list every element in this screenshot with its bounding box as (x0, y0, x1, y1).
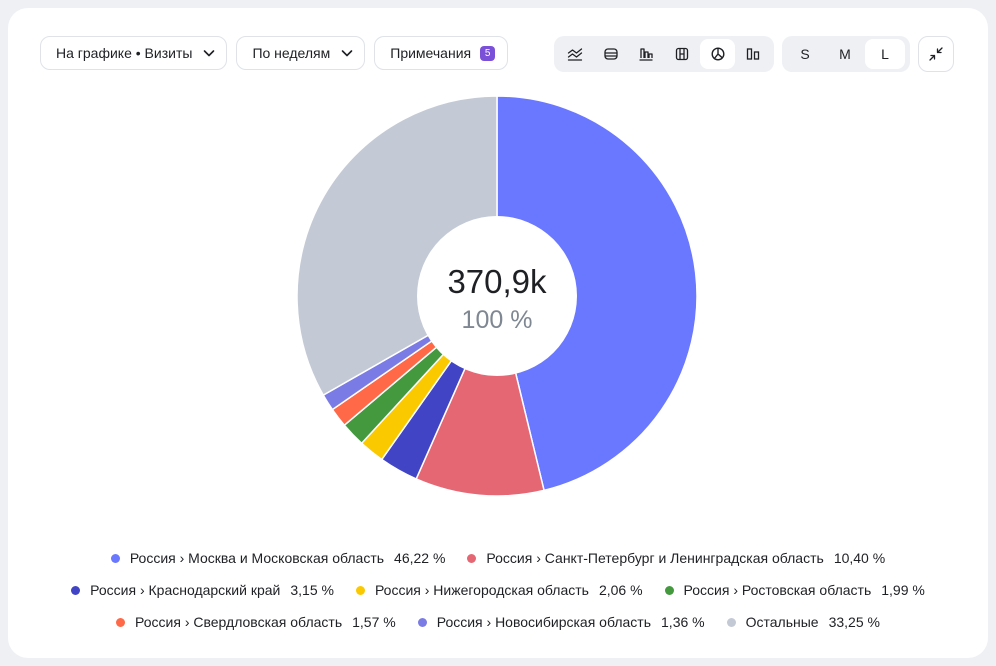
notes-button[interactable]: Примечания 5 (374, 36, 509, 70)
legend-item[interactable]: Россия › Новосибирская область 1,36 % (417, 614, 705, 630)
notes-count-badge: 5 (480, 45, 496, 61)
stacked-area-icon[interactable] (593, 39, 629, 69)
table-chart-icon[interactable] (664, 39, 700, 69)
metric-dropdown-label: На графике • Визиты (56, 45, 193, 61)
chart-legend: Россия › Москва и Московская область 46,… (8, 542, 988, 638)
collapse-button[interactable] (918, 36, 954, 72)
legend-item[interactable]: Россия › Краснодарский край 3,15 % (71, 582, 334, 598)
legend-label: Россия › Ростовская область (683, 582, 872, 598)
donut-hole (417, 216, 577, 376)
legend-value: 1,99 % (881, 582, 925, 598)
chevron-down-icon (204, 50, 215, 57)
legend-row: Россия › Свердловская область 1,57 % Рос… (8, 606, 988, 638)
donut-chart: 370,9k 100 % (296, 95, 698, 497)
legend-value: 2,06 % (598, 582, 643, 598)
metric-dropdown[interactable]: На графике • Визиты (40, 36, 228, 70)
line-chart-icon[interactable] (557, 39, 593, 69)
notes-button-label: Примечания (390, 45, 472, 61)
legend-dot (355, 585, 365, 595)
center-total-value: 370,9k (447, 263, 547, 300)
period-dropdown[interactable]: По неделям (236, 36, 366, 70)
pie-slice-1[interactable] (415, 293, 545, 497)
legend-value: 33,25 % (828, 614, 880, 630)
size-button-s[interactable]: S (800, 46, 810, 62)
size-button-m[interactable]: M (839, 46, 851, 62)
legend-label: Остальные (745, 614, 819, 630)
collapse-icon (929, 47, 943, 61)
legend-value: 46,22 % (394, 550, 446, 566)
legend-label: Россия › Новосибирская область (436, 614, 652, 630)
legend-dot (726, 617, 736, 627)
legend-dot (417, 617, 427, 627)
chart-toolbar: На графике • Визиты По неделям Примечани… (40, 36, 509, 72)
bar-chart-icon[interactable] (628, 39, 664, 69)
legend-label: Россия › Краснодарский край (90, 582, 281, 598)
legend-item[interactable]: Россия › Москва и Московская область 46,… (110, 550, 446, 566)
legend-item[interactable]: Россия › Санкт-Петербург и Ленинградская… (467, 550, 885, 566)
legend-label: Россия › Санкт-Петербург и Ленинградская… (486, 550, 824, 566)
period-dropdown-label: По неделям (252, 45, 331, 61)
legend-dot (467, 553, 477, 563)
legend-value: 10,40 % (833, 550, 886, 566)
legend-item[interactable]: Россия › Свердловская область 1,57 % (116, 614, 396, 630)
pie-slice-0[interactable] (496, 95, 698, 492)
legend-dot (71, 585, 81, 595)
size-switcher: S M L (782, 36, 910, 72)
size-button-l[interactable]: L (865, 39, 905, 69)
chart-card: На графике • Визиты По неделям Примечани… (8, 8, 988, 658)
legend-value: 1,57 % (352, 614, 396, 630)
center-total-percent: 100 % (462, 306, 533, 334)
legend-label: Россия › Нижегородская область (374, 582, 589, 598)
legend-row: Россия › Краснодарский край 3,15 % Росси… (8, 574, 988, 606)
legend-item[interactable]: Остальные 33,25 % (726, 614, 880, 630)
legend-value: 1,36 % (661, 614, 705, 630)
legend-label: Россия › Свердловская область (135, 614, 343, 630)
chevron-down-icon (341, 50, 353, 57)
legend-dot (664, 585, 674, 595)
legend-value: 3,15 % (290, 582, 334, 598)
legend-dot (110, 553, 120, 563)
legend-item[interactable]: Россия › Ростовская область 1,99 % (664, 582, 925, 598)
legend-dot (116, 617, 126, 627)
legend-row: Россия › Москва и Московская область 46,… (8, 542, 988, 574)
pie-chart-icon[interactable] (699, 39, 736, 69)
legend-label: Россия › Москва и Московская область (129, 550, 385, 566)
column-chart-icon[interactable] (735, 39, 771, 69)
legend-item[interactable]: Россия › Нижегородская область 2,06 % (355, 582, 643, 598)
chart-type-switcher (554, 36, 774, 72)
